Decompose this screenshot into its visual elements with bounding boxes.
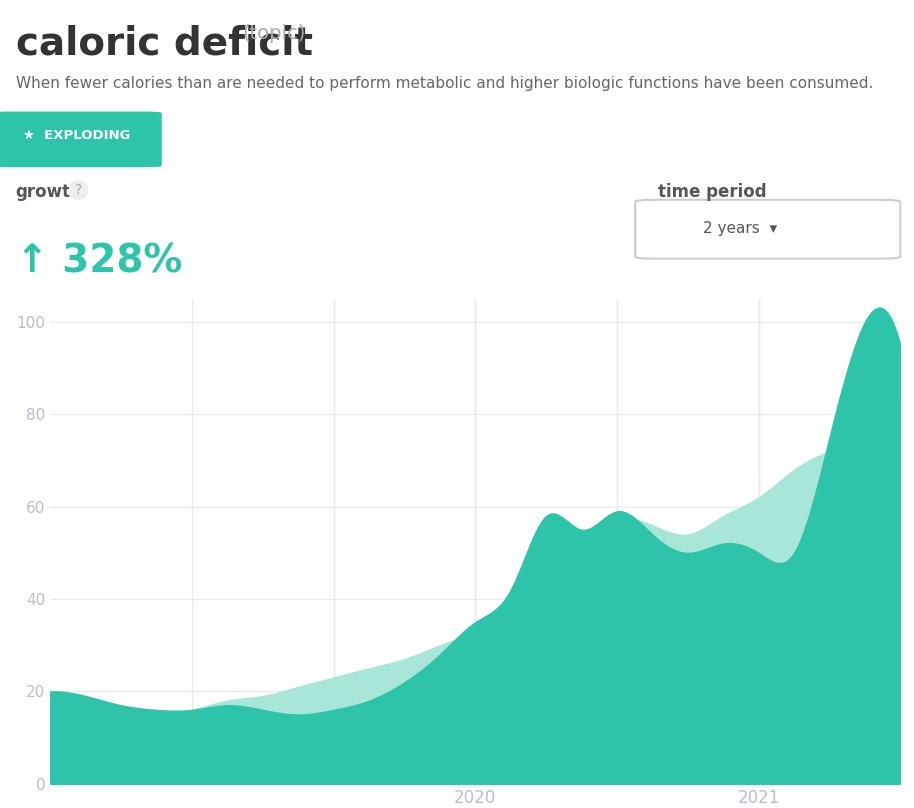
FancyBboxPatch shape bbox=[0, 112, 162, 167]
Text: caloric deficit: caloric deficit bbox=[16, 24, 313, 62]
FancyBboxPatch shape bbox=[635, 200, 900, 259]
Text: 2 years  ▾: 2 years ▾ bbox=[703, 221, 778, 236]
Text: time period: time period bbox=[658, 183, 767, 201]
Text: When fewer calories than are needed to perform metabolic and higher biologic fun: When fewer calories than are needed to p… bbox=[16, 76, 873, 90]
Text: ★  EXPLODING: ★ EXPLODING bbox=[23, 129, 131, 142]
Text: (topic): (topic) bbox=[242, 24, 305, 44]
Text: ↑ 328%: ↑ 328% bbox=[16, 243, 182, 281]
Text: growth: growth bbox=[16, 183, 82, 201]
Text: ?: ? bbox=[75, 183, 82, 197]
